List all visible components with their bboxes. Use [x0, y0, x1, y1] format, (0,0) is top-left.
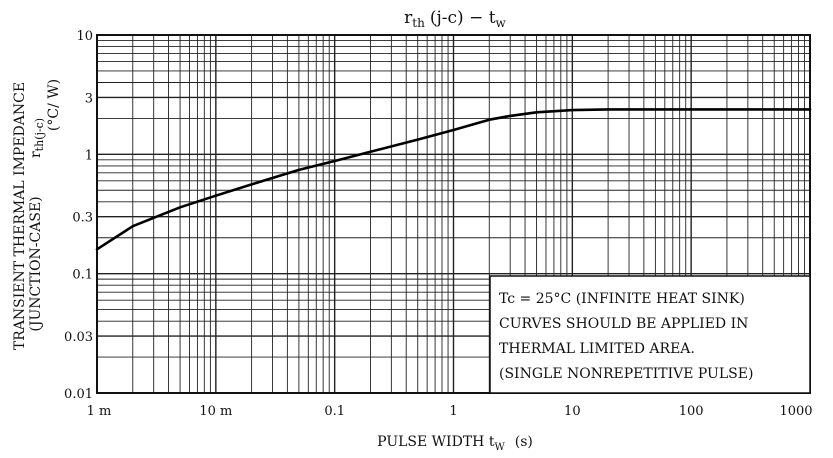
y-label-line2: (JUNCTION-CASE) [28, 196, 44, 331]
y-axis-label: TRANSIENT THERMAL IMPEDANCE [12, 82, 28, 350]
annotation-line: (SINGLE NONREPETITIVE PULSE) [499, 366, 753, 382]
y-label-line1: TRANSIENT THERMAL IMPEDANCE [12, 82, 28, 350]
annotation-rect [489, 275, 811, 394]
annotation-line: THERMAL LIMITED AREA. [499, 341, 695, 357]
y-axis-label-2: (JUNCTION-CASE) rth(j-c) [28, 118, 46, 332]
x-label-main: PULSE WIDTH t [377, 434, 495, 450]
title-main: r [404, 8, 413, 28]
series-line [95, 108, 812, 251]
plot-frame [96, 34, 811, 394]
x-label-unit: (s) [515, 434, 533, 450]
x-axis-label: PULSE WIDTH tW (s) [377, 434, 533, 453]
x-tick-label: 0.1 [324, 404, 345, 419]
y-axis-unit: (°C/ W) [46, 79, 62, 131]
x-tick-label: 1 m [87, 404, 112, 419]
x-tick-label: 100 [679, 404, 704, 419]
title-sub: th [412, 16, 425, 30]
annotation-line: Tc = 25°C (INFINITE HEAT SINK) [499, 291, 745, 307]
y-label-symbol: rth(j-c) [28, 118, 46, 158]
y-label-unit: (°C/ W) [46, 79, 62, 131]
y-tick-label: 3 [85, 91, 93, 106]
x-tick-label: 1 [449, 404, 457, 419]
title-rest: (j-c) − t [430, 8, 496, 28]
y-tick-label: 0.1 [72, 268, 93, 283]
y-tick-label: 1 [85, 148, 93, 163]
y-tick-labels: 10 3 1 0.3 0.1 0.03 0.01 [64, 29, 93, 402]
y-tick-label: 0.01 [64, 387, 93, 402]
y-tick-label: 10 [76, 29, 93, 44]
curve-layer [95, 108, 812, 251]
x-tick-label: 10 m [199, 404, 232, 419]
y-tick-label: 0.3 [72, 211, 93, 226]
annotation-box: Tc = 25°C (INFINITE HEAT SINK) CURVES SHO… [489, 275, 811, 394]
x-tick-labels: 1 m 10 m 0.1 1 10 100 1000 [87, 404, 813, 419]
x-tick-label: 10 [564, 404, 581, 419]
title-sub2: w [496, 16, 507, 30]
annotation-line: CURVES SHOULD BE APPLIED IN [499, 316, 748, 332]
x-tick-label: 1000 [779, 404, 812, 419]
x-label-sub: W [494, 442, 505, 453]
y-tick-label: 0.03 [64, 330, 93, 345]
chart-title: rth (j-c) − tw [404, 8, 506, 30]
